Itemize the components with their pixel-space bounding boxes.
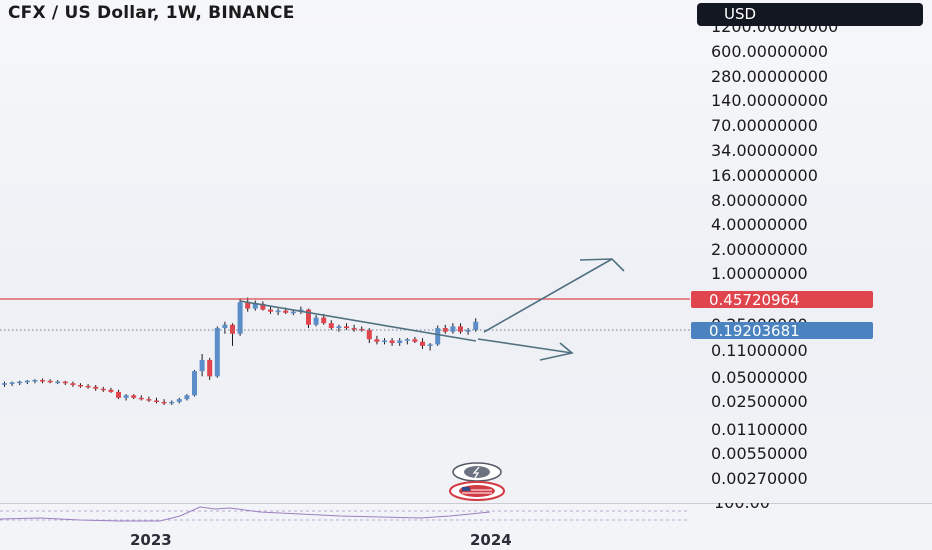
y-tick-label: 0.11000000: [711, 341, 808, 360]
us-flag-icon[interactable]: [449, 481, 505, 501]
y-tick-label: 4.00000000: [711, 215, 808, 234]
candle: [55, 380, 61, 385]
bearish-arrow[interactable]: [477, 338, 574, 361]
candle: [146, 396, 152, 402]
price-axis[interactable]: 1200.00000000 600.00000000 280.00000000 …: [711, 17, 838, 488]
candle: [397, 338, 403, 346]
y-tick-label: 0.02500000: [711, 392, 808, 411]
sub-pane-tick: 100.00: [714, 503, 770, 512]
candle: [70, 381, 76, 387]
y-tick-label: 8.00000000: [711, 191, 808, 210]
indicator-pane[interactable]: 100.00 2023 2024: [0, 503, 932, 550]
candle: [245, 297, 251, 312]
rsi-line: [0, 506, 491, 522]
candle: [116, 389, 121, 400]
candle: [176, 397, 182, 404]
candle: [32, 379, 38, 384]
bullish-arrow[interactable]: [483, 258, 625, 333]
candle: [9, 381, 15, 386]
candle: [169, 400, 175, 405]
candle: [100, 386, 106, 392]
candle: [78, 383, 83, 388]
candle: [199, 353, 205, 377]
y-tick-label: 140.00000000: [711, 91, 828, 110]
candle: [123, 394, 129, 401]
candle: [24, 380, 30, 385]
candle: [351, 324, 357, 332]
candle: [161, 399, 167, 405]
candle: [230, 323, 235, 346]
candle: [268, 306, 273, 314]
y-tick-label: 2.00000000: [711, 240, 808, 259]
candle: [344, 323, 349, 330]
candle: [207, 357, 213, 381]
y-tick-label: 600.00000000: [711, 42, 828, 61]
descending-trendline[interactable]: [239, 300, 477, 342]
candle: [47, 379, 53, 384]
y-tick-label: 0.00270000: [711, 469, 808, 488]
candle: [427, 343, 433, 351]
candle: [108, 387, 114, 393]
candle: [222, 321, 228, 334]
candle: [62, 380, 68, 385]
candle: [404, 338, 410, 345]
candle: [2, 381, 7, 387]
y-tick-label: 16.00000000: [711, 166, 818, 185]
candle: [458, 323, 463, 334]
y-tick-label: 0.01100000: [711, 420, 808, 439]
candle: [85, 384, 91, 389]
horizontal-level-tag[interactable]: 0.45720964: [691, 291, 873, 309]
last-price-value: 0.19203681: [709, 322, 800, 340]
y-tick-label: 34.00000000: [711, 141, 818, 160]
candle: [192, 369, 197, 397]
candle: [442, 324, 448, 334]
candle: [465, 328, 471, 335]
candle: [328, 320, 334, 330]
candle: [93, 384, 99, 391]
candle: [131, 394, 137, 400]
candle: [40, 378, 45, 384]
y-tick-label: 1.00000000: [711, 264, 808, 283]
x-tick-2024: 2024: [470, 531, 512, 549]
currency-selector[interactable]: USD: [697, 3, 923, 26]
y-tick-label: 0.05000000: [711, 368, 808, 387]
y-tick-label: 70.00000000: [711, 116, 818, 135]
candles-layer: [2, 297, 479, 405]
x-tick-2023: 2023: [130, 531, 172, 549]
candle: [252, 300, 258, 311]
candle: [412, 336, 418, 344]
lightning-icon[interactable]: [452, 462, 502, 482]
candle: [366, 328, 372, 344]
candle: [435, 325, 441, 346]
candle: [450, 323, 456, 334]
candle: [473, 318, 479, 332]
horizontal-level-value: 0.45720964: [709, 291, 800, 309]
candle: [17, 380, 23, 385]
candle: [374, 335, 380, 345]
y-tick-label: 280.00000000: [711, 67, 828, 86]
candle: [260, 301, 266, 311]
candle: [420, 338, 425, 349]
candle: [214, 326, 220, 378]
chart-title: CFX / US Dollar, 1W, BINANCE: [8, 3, 295, 23]
last-price-tag[interactable]: 0.19203681: [691, 322, 873, 340]
y-tick-label: 0.00550000: [711, 444, 808, 463]
candle: [382, 338, 387, 345]
candle: [336, 324, 342, 332]
candle: [306, 308, 311, 329]
candle: [275, 308, 281, 316]
candle: [359, 326, 365, 332]
candle: [138, 395, 144, 401]
candle: [313, 315, 319, 327]
candle: [389, 338, 395, 346]
candle: [184, 394, 190, 401]
candle: [154, 397, 159, 404]
